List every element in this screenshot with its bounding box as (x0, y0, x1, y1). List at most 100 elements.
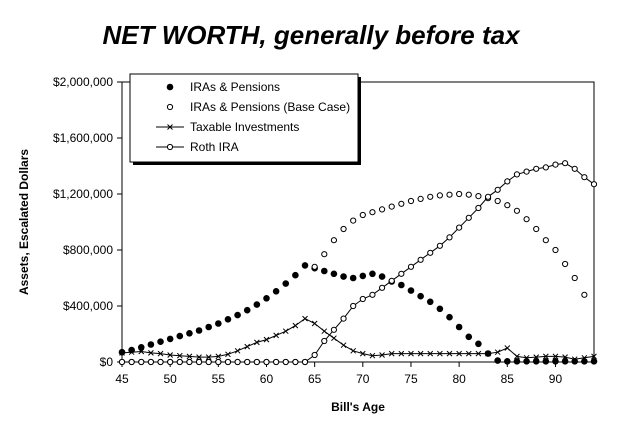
data-point (215, 358, 222, 366)
data-point (330, 237, 338, 244)
data-point (273, 332, 279, 339)
data-point (513, 358, 521, 365)
y-axis-label: Assets, Escalated Dollars (17, 149, 31, 295)
data-point (581, 358, 588, 365)
data-point (417, 256, 424, 263)
data-point (282, 328, 289, 335)
data-point (581, 354, 588, 361)
series-line (121, 318, 595, 360)
data-point (118, 358, 126, 366)
data-point (561, 358, 569, 365)
y-tick-label: $1,200,000 (53, 187, 113, 201)
data-point (427, 249, 434, 256)
data-point (417, 292, 424, 300)
data-point (523, 358, 530, 365)
data-point (224, 316, 232, 323)
data-point (253, 358, 260, 366)
data-point (282, 280, 290, 287)
data-point (205, 358, 212, 366)
data-point (148, 350, 154, 356)
data-point (379, 352, 385, 358)
data-point (562, 260, 569, 268)
series-2 (119, 315, 597, 363)
data-point (195, 327, 203, 334)
data-point (590, 358, 598, 365)
data-point (552, 246, 559, 254)
data-point (407, 263, 415, 270)
data-point (465, 350, 472, 357)
data-point (244, 343, 251, 350)
data-point (330, 270, 338, 278)
data-point (504, 202, 511, 209)
x-tick-label: 45 (115, 372, 129, 386)
data-point (562, 354, 568, 360)
data-point (388, 350, 395, 357)
series-layer (118, 160, 598, 366)
x-tick-label: 75 (404, 372, 418, 386)
data-point (398, 350, 405, 357)
data-point (195, 358, 203, 366)
data-point (272, 288, 280, 295)
series-3 (118, 160, 598, 366)
data-point (282, 358, 289, 366)
data-point (542, 358, 550, 365)
data-point (591, 353, 597, 360)
x-tick-label: 60 (260, 372, 274, 386)
data-point (581, 174, 588, 181)
legend: IRAs & Pensions IRAs & Pensions (Base Cas… (129, 73, 361, 165)
data-point (436, 192, 443, 199)
legend-label: IRAs & Pensions (190, 80, 280, 94)
data-point (533, 225, 540, 233)
data-point (369, 291, 376, 298)
data-point (552, 353, 559, 360)
data-point (321, 328, 328, 335)
data-point (350, 347, 357, 354)
data-point (166, 335, 174, 343)
data-point (494, 186, 501, 193)
data-point (369, 352, 376, 359)
data-point (359, 295, 366, 303)
data-point (234, 358, 241, 366)
data-point (408, 350, 414, 357)
data-point (350, 217, 357, 224)
data-point (147, 358, 154, 366)
data-point (186, 330, 193, 337)
series-line (122, 162, 595, 363)
data-point (494, 197, 501, 205)
data-point (571, 356, 578, 363)
data-point (254, 339, 260, 346)
data-point (225, 351, 231, 358)
data-point (398, 200, 405, 207)
data-point (157, 350, 164, 357)
legend-marker (166, 83, 174, 91)
data-point (407, 197, 415, 205)
data-point (196, 354, 202, 360)
x-tick-label: 55 (212, 372, 226, 386)
data-point (513, 207, 521, 214)
data-point (340, 273, 347, 280)
data-point (215, 353, 222, 360)
data-point (446, 350, 453, 357)
data-point (350, 302, 357, 310)
data-point (292, 322, 299, 329)
data-point (427, 193, 434, 200)
data-point (359, 350, 366, 357)
y-tick-label: $800,000 (63, 243, 113, 257)
data-point (205, 323, 212, 331)
data-point (523, 168, 530, 175)
data-point (378, 284, 386, 291)
data-point (494, 357, 501, 364)
data-point (311, 351, 318, 359)
data-point (263, 336, 270, 343)
x-tick-label: 80 (452, 372, 466, 386)
data-point (369, 209, 376, 216)
data-point (263, 295, 270, 302)
data-point (532, 358, 540, 365)
data-point (455, 323, 463, 331)
data-point (167, 352, 174, 358)
x-tick-label: 90 (549, 372, 563, 386)
data-point (571, 274, 578, 282)
data-point (465, 214, 472, 221)
data-point (340, 225, 347, 233)
data-point (456, 190, 463, 198)
